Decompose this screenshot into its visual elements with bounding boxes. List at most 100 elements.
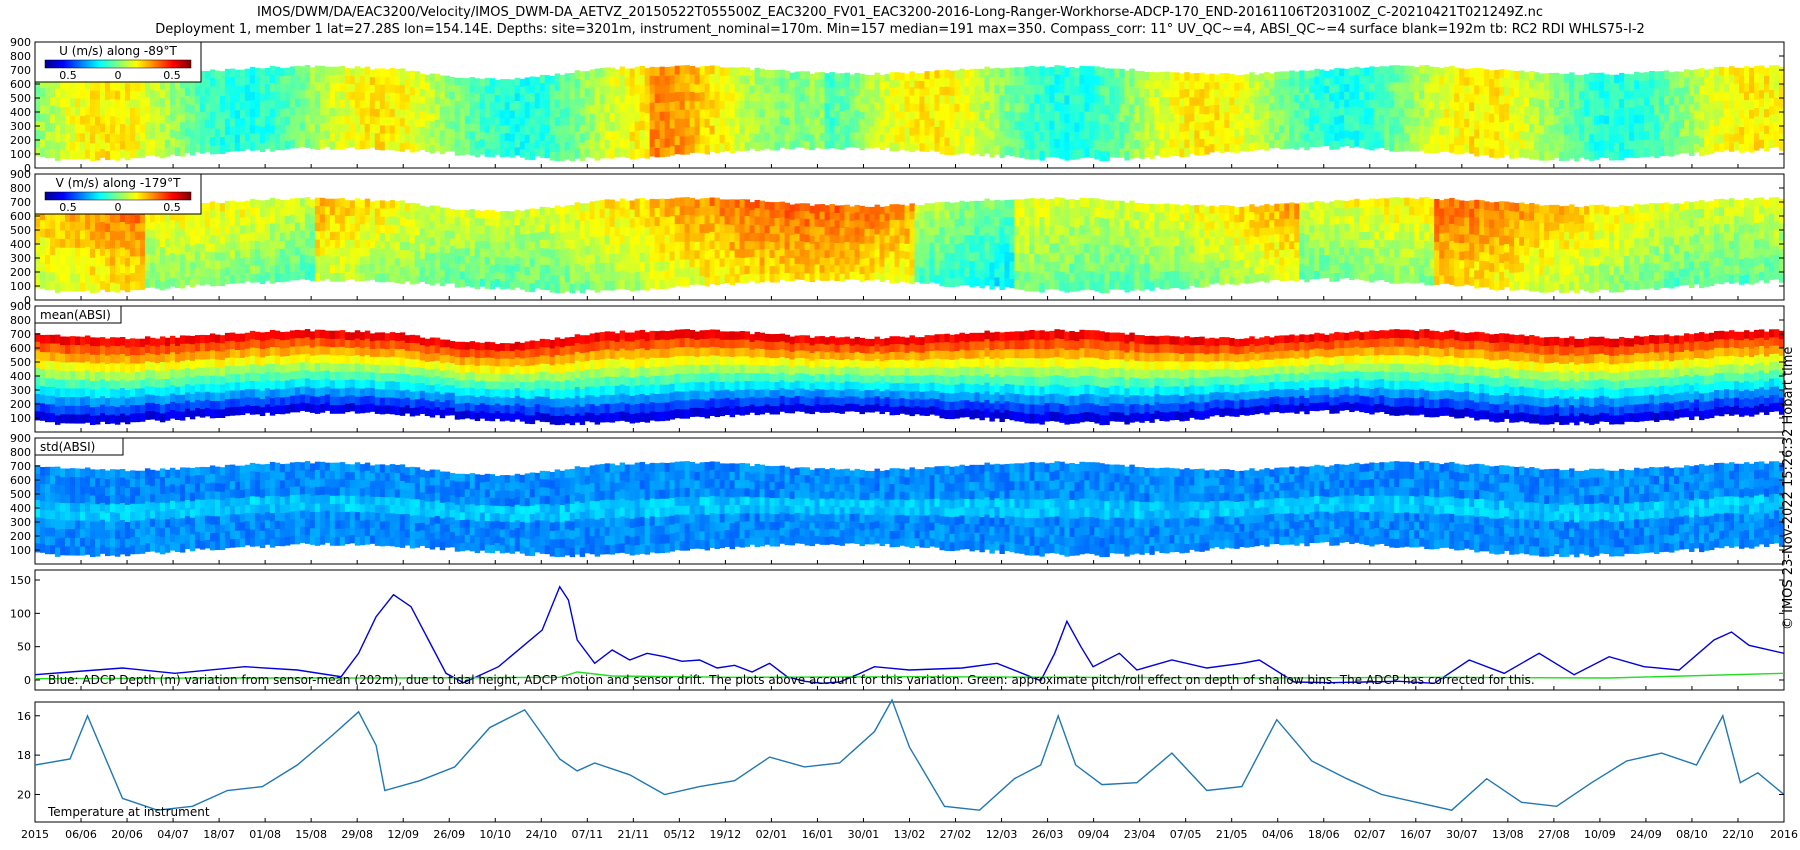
y-tick-label: 900 [10, 300, 31, 313]
y-tick-label: 700 [10, 328, 31, 341]
u-colorbar-label: U (m/s) along -89°T [59, 44, 177, 58]
u-colorbar-tick-1: 0 [115, 69, 122, 82]
temperature-lines [34, 698, 1785, 811]
y-tick-label: 800 [10, 314, 31, 327]
mean-absi-heatmap [35, 329, 1785, 426]
x-tick-label: 02/07 [1354, 828, 1386, 841]
y-tick-label: 300 [10, 384, 31, 397]
u-colorbar-tick-2: 0.5 [163, 69, 181, 82]
x-tick-label: 26/03 [1032, 828, 1064, 841]
x-tick-label: 05/12 [664, 828, 696, 841]
y-tick-label: 600 [10, 342, 31, 355]
y-tick-label: 500 [10, 356, 31, 369]
y-tick-label: 400 [10, 238, 31, 251]
y-tick-label: 400 [10, 502, 31, 515]
y-tick-label: 500 [10, 92, 31, 105]
pitch_roll-series-line [34, 671, 1785, 680]
x-tick-label: 15/08 [295, 828, 327, 841]
y-tick-label: 200 [10, 266, 31, 279]
x-tick-label: 29/08 [341, 828, 373, 841]
y-tick-label: 200 [10, 134, 31, 147]
x-tick-label: 2016 [1770, 828, 1798, 841]
date-axis: 2015 06/06 20/06 04/07 18/07 01/08 15/08 29/08 1… [21, 164, 1798, 841]
figure-title-line2: Deployment 1, member 1 lat=27.28S lon=15… [155, 22, 1645, 37]
temperature-y-ticks: 16 18 20 [17, 710, 1784, 801]
temperature-series-line [34, 698, 1785, 811]
y-tick-label: 200 [10, 530, 31, 543]
y-tick-label: 20 [17, 788, 31, 801]
x-tick-label: 27/08 [1538, 828, 1570, 841]
x-tick-label: 23/04 [1124, 828, 1156, 841]
adcp-depth-panel: 0 50 100 150 Blue: ADCP Depth (m) variation… [10, 569, 1785, 691]
y-tick-label: 0 [24, 294, 31, 307]
x-tick-label: 18/07 [203, 828, 235, 841]
adcp-depth-y-ticks: 0 50 100 150 [10, 574, 1784, 687]
x-tick-label: 07/05 [1170, 828, 1202, 841]
x-tick-label: 24/09 [1630, 828, 1662, 841]
x-tick-label: 27/02 [940, 828, 972, 841]
x-tick-label: 13/02 [894, 828, 926, 841]
y-tick-label: 800 [10, 182, 31, 195]
x-tick-label: 09/04 [1078, 828, 1110, 841]
x-tick-label: 22/10 [1722, 828, 1754, 841]
adcp-depth-lines [34, 585, 1785, 685]
y-tick-label: 100 [10, 412, 31, 425]
credit-text: © IMOS 23-Nov-2022 15:26:32 Hobart time [1781, 346, 1796, 630]
y-tick-label: 50 [17, 641, 31, 654]
y-tick-label: 0 [24, 162, 31, 175]
adcp_depth-series-line [34, 585, 1785, 685]
y-tick-label: 700 [10, 196, 31, 209]
std-absi-label: std(ABSI) [40, 440, 95, 454]
y-tick-label: 100 [10, 280, 31, 293]
y-tick-label: 0 [24, 674, 31, 687]
x-tick-label: 12/03 [986, 828, 1018, 841]
x-tick-label: 12/09 [387, 828, 419, 841]
x-tick-label: 10/09 [1584, 828, 1616, 841]
v-velocity-heatmap [35, 197, 1785, 294]
y-tick-label: 800 [10, 50, 31, 63]
x-tick-label: 24/10 [525, 828, 557, 841]
x-tick-label: 21/11 [617, 828, 649, 841]
temperature-panel: 16 18 20 Temperature at instrument [17, 698, 1785, 823]
y-tick-label: 800 [10, 446, 31, 459]
x-tick-label: 20/06 [111, 828, 143, 841]
x-tick-label: 16/01 [802, 828, 834, 841]
y-tick-label: 300 [10, 516, 31, 529]
x-tick-label: 02/01 [756, 828, 788, 841]
x-tick-label: 18/06 [1308, 828, 1340, 841]
x-tick-label: 04/07 [157, 828, 189, 841]
y-tick-label: 400 [10, 370, 31, 383]
x-tick-label: 21/05 [1216, 828, 1248, 841]
y-tick-label: 100 [10, 148, 31, 161]
u-colorbar-tick-0: 0.5 [59, 69, 77, 82]
y-tick-label: 600 [10, 210, 31, 223]
x-tick-label: 26/09 [433, 828, 465, 841]
adcp-depth-annotation: Blue: ADCP Depth (m) variation from sens… [48, 673, 1535, 687]
y-tick-label: 600 [10, 78, 31, 91]
x-tick-label: 01/08 [249, 828, 281, 841]
y-tick-label: 300 [10, 120, 31, 133]
y-tick-label: 600 [10, 474, 31, 487]
y-tick-label: 400 [10, 106, 31, 119]
x-tick-label: 08/10 [1676, 828, 1708, 841]
y-tick-label: 500 [10, 224, 31, 237]
x-tick-label: 19/12 [710, 828, 742, 841]
std-absi-heatmap [35, 461, 1785, 558]
v-colorbar-tick-2: 0.5 [163, 201, 181, 214]
y-tick-label: 900 [10, 36, 31, 49]
y-tick-label: 300 [10, 252, 31, 265]
x-tick-label: 2015 [21, 828, 49, 841]
mean-absi-label: mean(ABSI) [40, 308, 111, 322]
x-tick-label: 30/01 [848, 828, 880, 841]
y-tick-label: 100 [10, 607, 31, 620]
v-colorbar-tick-0: 0.5 [59, 201, 77, 214]
x-tick-label: 10/10 [479, 828, 511, 841]
x-tick-label: 13/08 [1492, 828, 1524, 841]
